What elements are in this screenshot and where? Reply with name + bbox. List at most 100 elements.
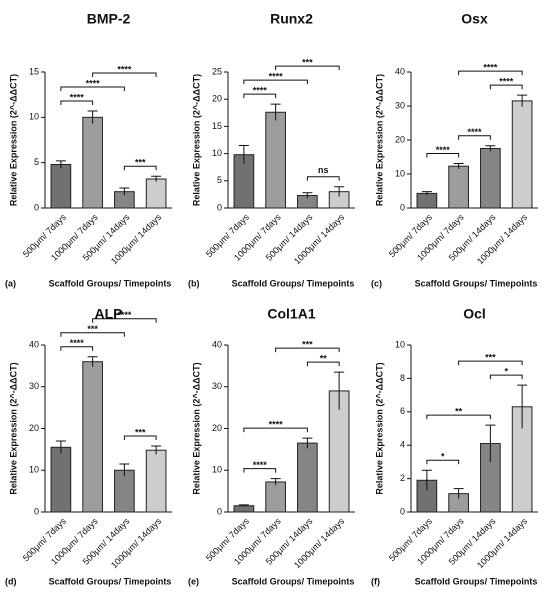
significance-bracket	[60, 86, 125, 91]
y-tick-label: 0	[34, 202, 39, 212]
error-bar	[238, 504, 249, 507]
significance-bracket	[489, 84, 523, 90]
significance-bracket	[458, 70, 523, 76]
bar	[511, 100, 533, 209]
error-bar	[151, 445, 162, 455]
panel: Osx (c) Scaffold Groups/ Timepoints Relativ…	[371, 11, 538, 288]
panel-title: ALP	[95, 306, 123, 322]
panel: Runx2 (b) Scaffold Groups/ Timepoints Relat…	[188, 11, 355, 288]
y-tick-label: 10	[212, 148, 222, 158]
significance-bracket	[243, 79, 308, 85]
y-tick-label: 10	[212, 465, 222, 475]
significance-bracket	[426, 152, 460, 158]
significance-label: ****	[499, 76, 514, 86]
bar	[416, 192, 438, 209]
bar	[448, 165, 469, 209]
error-bar	[421, 469, 432, 491]
error-bar	[485, 424, 496, 462]
y-axis-label: Relative Expression (2^-ΔΔCT)	[374, 362, 384, 494]
y-axis-label: Relative Expression (2^-ΔΔCT)	[191, 74, 201, 206]
significance-label: ****	[70, 338, 85, 348]
significance-bracket	[243, 427, 308, 433]
panel-label: (f)	[371, 576, 380, 586]
significance-label: ****	[117, 310, 132, 320]
x-axis-label: Scaffold Groups/ Timepoints	[49, 278, 172, 288]
bar	[297, 442, 318, 513]
bar	[50, 446, 72, 513]
significance-label: ***	[87, 324, 98, 334]
error-bar	[238, 144, 249, 164]
significance-bracket	[60, 346, 94, 351]
significance-bracket	[458, 360, 523, 366]
error-bar	[270, 103, 281, 121]
error-bar	[485, 145, 496, 152]
x-axis-label: Scaffold Groups/ Timepoints	[415, 278, 538, 288]
y-axis-label: Relative Expression (2^-ΔΔCT)	[8, 74, 18, 206]
error-bar	[421, 191, 432, 196]
significance-label: **	[455, 407, 463, 417]
bar	[145, 449, 167, 513]
error-bar	[119, 463, 130, 477]
y-tick-label: 10	[395, 339, 405, 349]
y-tick-label: 0	[400, 202, 405, 212]
significance-bracket	[275, 347, 340, 353]
x-axis-label: Scaffold Groups/ Timepoints	[232, 576, 355, 586]
bar	[50, 163, 72, 209]
significance-label: ***	[302, 57, 313, 67]
panel-label: (e)	[188, 576, 199, 586]
significance-bracket	[60, 100, 94, 105]
y-tick-label: 6	[400, 406, 405, 416]
error-bar	[334, 186, 345, 197]
panel-title: Osx	[461, 11, 488, 27]
panel: ALP (d) Scaffold Groups/ Timepoints Relativ…	[5, 306, 172, 586]
significance-bracket	[92, 72, 157, 77]
significance-label: ***	[135, 158, 146, 168]
significance-bracket	[243, 468, 277, 473]
error-bar	[87, 356, 98, 367]
y-tick-label: 20	[212, 94, 222, 104]
y-tick-label: 40	[395, 66, 405, 76]
significance-label: ***	[485, 352, 496, 362]
y-tick-label: 2	[400, 473, 405, 483]
panel-label: (d)	[5, 576, 17, 586]
significance-label: ****	[269, 71, 284, 81]
significance-bracket	[275, 65, 340, 71]
bar	[265, 481, 286, 513]
significance-bracket	[426, 414, 491, 420]
error-bar	[119, 187, 130, 196]
y-tick-label: 10	[395, 168, 405, 178]
y-axis-label: Relative Expression (2^-ΔΔCT)	[191, 362, 201, 494]
bar	[82, 116, 103, 209]
significance-label: *	[441, 452, 445, 462]
y-tick-label: 0	[400, 506, 405, 516]
significance-bracket	[123, 165, 157, 171]
significance-label: ***	[302, 340, 313, 350]
y-tick-label: 20	[395, 134, 405, 144]
y-tick-label: 0	[34, 506, 39, 516]
panel-title: Runx2	[270, 11, 313, 27]
significance-bracket	[92, 318, 157, 323]
significance-bracket	[243, 93, 277, 99]
x-axis-label: Scaffold Groups/ Timepoints	[232, 278, 355, 288]
y-tick-label: 20	[29, 423, 39, 433]
y-tick-label: 0	[217, 202, 222, 212]
significance-bracket	[426, 459, 460, 465]
bar	[82, 361, 103, 513]
significance-label: ****	[253, 460, 268, 470]
significance-bracket	[306, 361, 340, 367]
bar	[233, 505, 255, 513]
error-bar	[517, 94, 528, 107]
y-tick-label: 10	[29, 465, 39, 475]
y-tick-label: 15	[29, 66, 39, 76]
significance-label: ****	[86, 78, 101, 88]
y-tick-label: 30	[29, 381, 39, 391]
error-bar	[334, 371, 345, 410]
x-axis-label: Scaffold Groups/ Timepoints	[415, 576, 538, 586]
y-tick-label: 0	[217, 506, 222, 516]
y-tick-label: 40	[212, 339, 222, 349]
y-tick-label: 5	[217, 175, 222, 185]
y-tick-label: 5	[34, 157, 39, 167]
significance-label: ****	[436, 145, 451, 155]
panel-title: BMP-2	[87, 11, 131, 27]
error-bar	[270, 478, 281, 486]
